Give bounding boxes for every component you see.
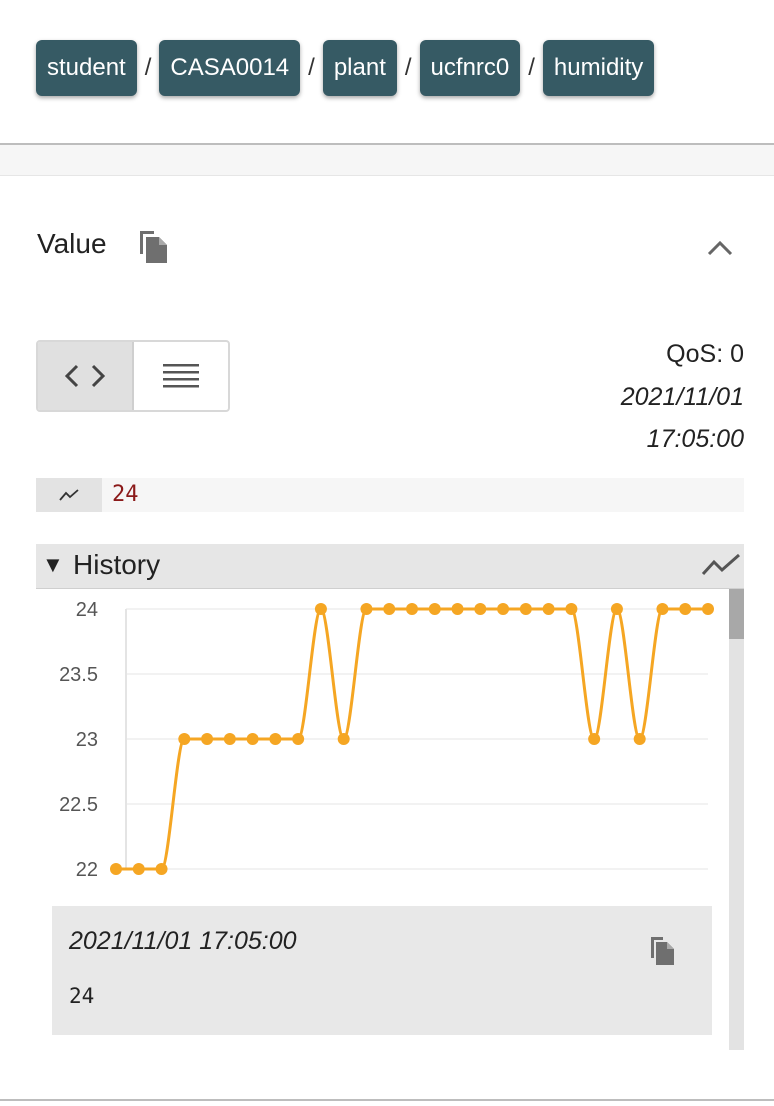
section-gap bbox=[0, 145, 774, 176]
breadcrumb-item-plant[interactable]: plant bbox=[322, 40, 397, 96]
data-point bbox=[451, 603, 464, 615]
breadcrumb: student / CASA0014 / plant / ucfnrc0 / h… bbox=[36, 40, 655, 96]
data-point bbox=[588, 733, 601, 745]
data-point bbox=[201, 733, 214, 745]
qos-label: QoS: 0 bbox=[666, 340, 744, 368]
data-point bbox=[656, 603, 669, 615]
trend-icon bbox=[59, 489, 79, 501]
raw-view-button[interactable] bbox=[38, 342, 134, 410]
data-point bbox=[519, 603, 532, 615]
data-point bbox=[633, 733, 646, 745]
copy-icon[interactable] bbox=[138, 229, 170, 265]
breadcrumb-separator: / bbox=[144, 54, 152, 81]
expand-triangle-icon: ▼ bbox=[42, 552, 64, 577]
scrollbar-track[interactable] bbox=[729, 589, 744, 1050]
data-point bbox=[406, 603, 418, 615]
data-point bbox=[542, 603, 555, 615]
data-point bbox=[337, 733, 350, 745]
formatted-view-button[interactable] bbox=[134, 342, 228, 410]
breadcrumb-item-casa0014[interactable]: CASA0014 bbox=[159, 40, 301, 96]
selected-timestamp: 2021/11/01 17:05:00 bbox=[69, 927, 297, 955]
breadcrumb-item-humidity[interactable]: humidity bbox=[542, 40, 655, 96]
message-date: 2021/11/01 bbox=[620, 383, 744, 411]
scrollbar-thumb[interactable] bbox=[729, 589, 744, 639]
history-header[interactable]: ▼ History bbox=[36, 544, 744, 589]
data-point bbox=[246, 733, 259, 745]
history-chart: 24 23.5 23 22.5 22 bbox=[59, 599, 714, 881]
data-point bbox=[428, 603, 441, 615]
history-detail-card: 2021/11/01 17:05:00 24 bbox=[52, 906, 712, 1035]
y-tick-label: 23.5 bbox=[59, 664, 98, 686]
data-point bbox=[702, 603, 714, 615]
data-point bbox=[292, 733, 305, 745]
data-point bbox=[132, 863, 145, 875]
current-value: 24 bbox=[112, 482, 139, 507]
divider bbox=[0, 143, 774, 145]
breadcrumb-item-student[interactable]: student bbox=[36, 40, 137, 96]
breadcrumb-separator: / bbox=[404, 54, 412, 81]
code-icon bbox=[64, 364, 106, 388]
y-tick-label: 23 bbox=[76, 729, 98, 751]
y-tick-label: 22 bbox=[76, 859, 98, 881]
data-point bbox=[360, 603, 373, 615]
line-chart-icon[interactable] bbox=[700, 550, 742, 580]
value-section-title: Value bbox=[37, 228, 107, 259]
data-point bbox=[610, 603, 623, 615]
divider bbox=[0, 1099, 774, 1101]
data-point bbox=[383, 603, 396, 615]
data-point bbox=[269, 733, 282, 745]
data-point bbox=[497, 603, 510, 615]
breadcrumb-separator: / bbox=[308, 54, 315, 81]
data-point bbox=[223, 733, 236, 745]
message-time: 17:05:00 bbox=[646, 425, 744, 453]
view-mode-toggle bbox=[36, 340, 230, 412]
selected-value: 24 bbox=[69, 984, 95, 1008]
data-point bbox=[679, 603, 692, 615]
value-display: 24 bbox=[36, 478, 744, 512]
chevron-up-icon[interactable] bbox=[704, 236, 736, 260]
data-point bbox=[110, 863, 122, 875]
copy-icon[interactable] bbox=[649, 935, 677, 967]
data-point bbox=[565, 603, 578, 615]
value-type-badge bbox=[36, 478, 102, 512]
y-tick-label: 24 bbox=[76, 599, 98, 621]
y-tick-label: 22.5 bbox=[59, 794, 98, 816]
data-point bbox=[155, 863, 168, 875]
breadcrumb-separator: / bbox=[528, 54, 535, 81]
data-point bbox=[474, 603, 487, 615]
history-title: History bbox=[73, 549, 161, 580]
data-point bbox=[178, 733, 191, 745]
breadcrumb-item-ucfnrc0[interactable]: ucfnrc0 bbox=[419, 40, 521, 96]
list-icon bbox=[163, 364, 199, 388]
data-point bbox=[314, 603, 327, 615]
